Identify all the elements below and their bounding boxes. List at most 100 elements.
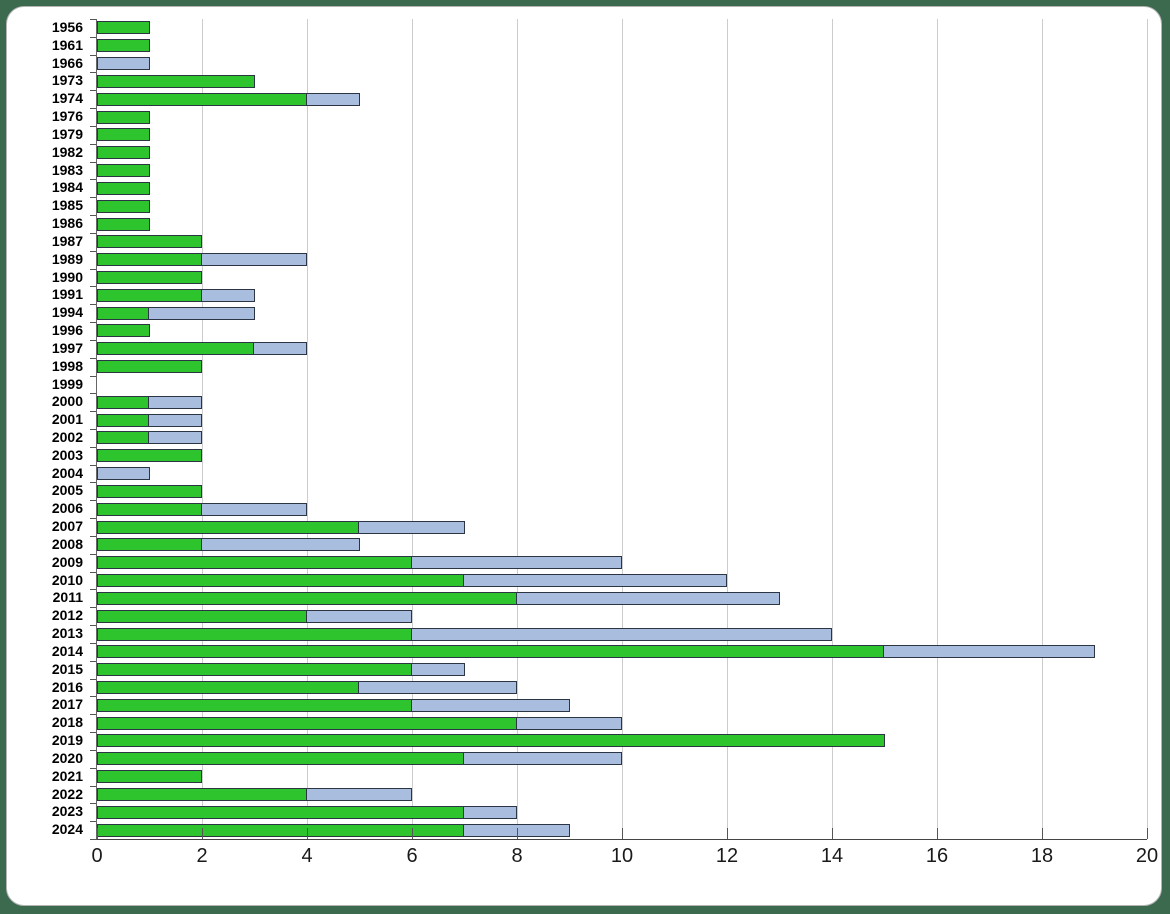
year-label: 1973 (51, 72, 83, 89)
bar-segment-green (97, 574, 465, 588)
x-axis-tick (1041, 828, 1043, 839)
y-axis-tick (90, 500, 96, 502)
year-label: 1982 (51, 143, 83, 160)
y-axis-tick (90, 642, 96, 644)
y-axis-tick (90, 179, 96, 181)
y-axis-tick (90, 393, 96, 395)
bar-segment-green (97, 645, 885, 659)
y-axis-tick (90, 339, 96, 341)
year-label: 1966 (51, 54, 83, 71)
y-axis-tick (90, 625, 96, 627)
y-axis-tick (90, 678, 96, 680)
year-label: 1974 (51, 90, 83, 107)
bar-segment-green (97, 253, 202, 267)
y-axis-tick (90, 54, 96, 56)
bar-segment-blue (515, 716, 622, 730)
x-axis-tick (201, 828, 203, 839)
bar-segment-green (97, 770, 202, 784)
year-label: 1996 (51, 322, 83, 339)
year-label: 2020 (51, 749, 83, 766)
bar-segment-green (97, 128, 150, 142)
bar-segment-green (97, 21, 150, 35)
bar-segment-green (97, 752, 465, 766)
year-label: 1989 (51, 250, 83, 267)
y-axis-tick (90, 749, 96, 751)
year-label: 1961 (51, 36, 83, 53)
bar-segment-green (97, 520, 360, 534)
bar-segment-green (97, 680, 360, 694)
year-label: 2007 (51, 518, 83, 535)
y-axis-tick (90, 429, 96, 430)
year-label: 2010 (51, 571, 83, 588)
y-axis-tick (90, 375, 96, 377)
gridline (831, 19, 833, 839)
y-axis-tick (90, 785, 96, 787)
bar-segment-blue (515, 591, 780, 605)
bar-segment-green (97, 39, 150, 53)
bar-segment-blue (410, 627, 832, 641)
bar-segment-blue (410, 556, 622, 570)
year-label: 2024 (51, 821, 83, 838)
y-axis-tick (90, 464, 96, 466)
y-axis-tick (90, 696, 96, 698)
gridline (1041, 19, 1043, 839)
year-label: 2013 (51, 625, 83, 642)
bar-segment-green (97, 502, 202, 516)
bar-segment-green (97, 217, 150, 231)
y-axis-tick (90, 357, 96, 359)
bar-segment-blue (463, 805, 517, 819)
y-axis-tick (90, 535, 96, 537)
y-axis-tick (90, 553, 96, 555)
bar-segment-green (97, 306, 150, 320)
y-axis-tick (90, 36, 96, 38)
year-label: 1987 (51, 232, 83, 249)
y-axis-tick (90, 197, 96, 199)
y-axis-tick (90, 322, 96, 324)
year-label: 2023 (51, 803, 83, 820)
y-axis-tick (90, 411, 96, 413)
bar-segment-green (97, 538, 202, 552)
y-axis-tick (90, 714, 96, 716)
year-label: 2005 (51, 482, 83, 499)
bar-segment-green (97, 342, 255, 356)
year-label: 1998 (51, 357, 83, 374)
bar-segment-green (97, 324, 150, 338)
year-label: 1985 (51, 197, 83, 214)
year-label: 1991 (51, 286, 83, 303)
y-axis-tick (90, 72, 96, 74)
bar-segment-green (97, 395, 150, 409)
year-label: 1986 (51, 215, 83, 232)
y-axis-tick (90, 839, 96, 840)
gridline (411, 19, 413, 839)
y-axis-tick (90, 125, 96, 127)
bar-segment-blue (148, 306, 255, 320)
bar-segment-green (97, 805, 465, 819)
x-tick-label: 8 (511, 845, 523, 867)
y-axis-tick (90, 732, 96, 734)
bar-segment-green (97, 235, 202, 249)
x-tick-label: 12 (715, 845, 739, 867)
x-tick-label: 16 (925, 845, 949, 867)
x-tick-label: 2 (196, 845, 208, 867)
y-axis-tick (90, 161, 96, 163)
bar-segment-blue (410, 663, 465, 677)
y-axis-tick (90, 19, 96, 20)
bar-segment-blue (883, 645, 1095, 659)
x-axis-tick (1146, 828, 1148, 839)
y-axis-tick (90, 268, 96, 270)
y-axis-tick (90, 767, 96, 769)
x-axis-tick (96, 828, 98, 839)
bar-segment-green (97, 431, 150, 445)
year-label: 2001 (51, 411, 83, 428)
x-axis-tick (306, 828, 308, 839)
year-label: 2002 (51, 429, 83, 445)
bar-segment-green (97, 413, 150, 427)
x-axis-tick (621, 828, 623, 839)
bar-segment-blue (305, 787, 412, 801)
bar-segment-blue (148, 413, 202, 427)
y-axis-tick (90, 90, 96, 92)
bar-segment-green (97, 663, 412, 677)
bar-segment-green (97, 627, 412, 641)
y-axis-tick (90, 108, 96, 110)
bar-segment-blue (463, 752, 622, 766)
